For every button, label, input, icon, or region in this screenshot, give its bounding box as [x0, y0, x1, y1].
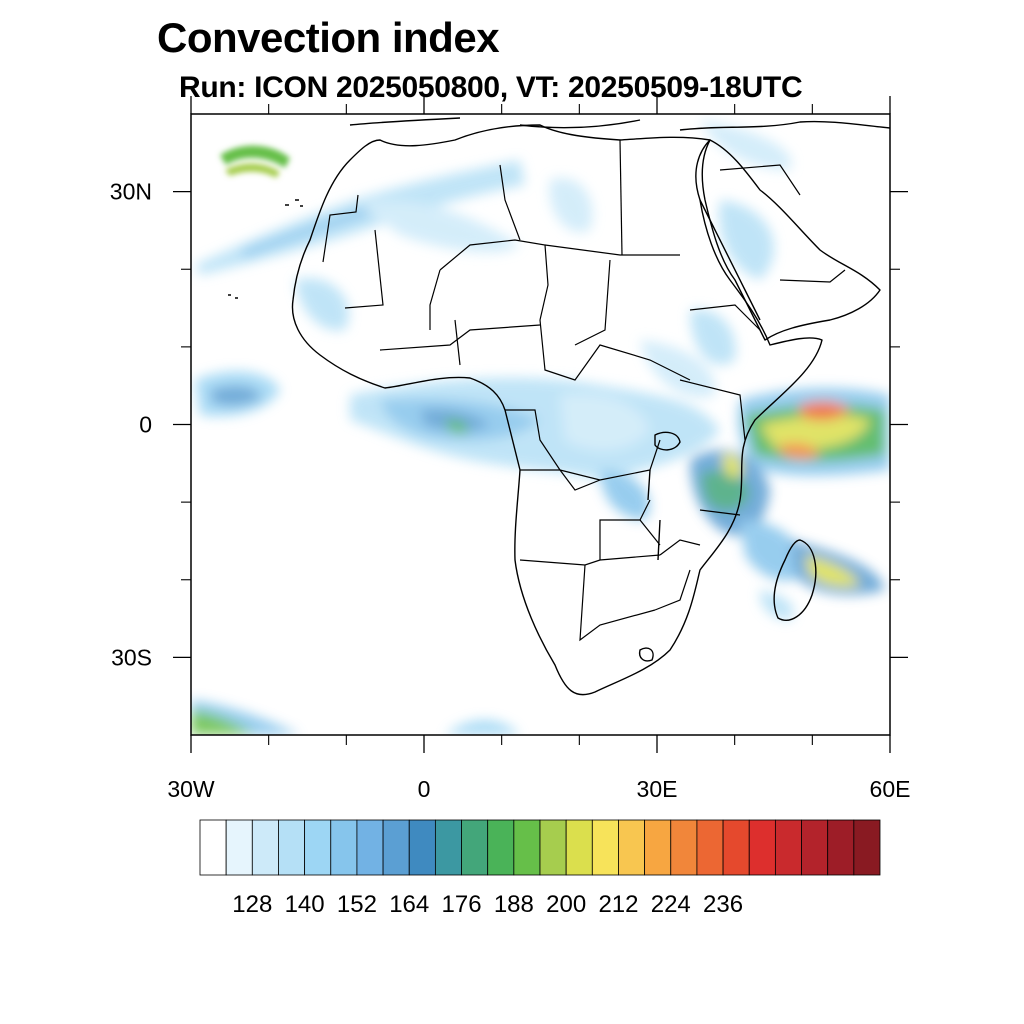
colorbar-swatch: [356, 819, 384, 876]
colorbar-label: 200: [546, 891, 586, 918]
colorbar-swatch: [618, 819, 646, 876]
colorbar-label: 224: [651, 891, 691, 918]
colorbar-swatch: [513, 819, 541, 876]
colorbar-label: 236: [703, 891, 743, 918]
colorbar-swatch: [304, 819, 332, 876]
colorbar-swatch: [591, 819, 619, 876]
colorbar-swatch: [670, 819, 698, 876]
colorbar-swatch: [330, 819, 358, 876]
colorbar-swatch: [565, 819, 593, 876]
colorbar-swatch: [278, 819, 306, 876]
colorbar-label: 128: [232, 891, 272, 918]
colorbar-swatch: [696, 819, 724, 876]
lat-tick-label: 0: [139, 412, 152, 438]
map-title: Convection index: [157, 14, 500, 61]
coastlines: [228, 117, 890, 696]
colorbar-label: 164: [389, 891, 429, 918]
colorbar-label: 176: [442, 891, 482, 918]
colorbar-swatch: [853, 819, 881, 876]
colorbar-swatch: [644, 819, 672, 876]
colorbar-label: 188: [494, 891, 534, 918]
colorbar-label: 152: [337, 891, 377, 918]
colorbar-swatch: [801, 819, 829, 876]
convection-field: [191, 120, 890, 735]
colorbar-swatch: [539, 819, 567, 876]
colorbar-swatch: [748, 819, 776, 876]
colorbar-label: 212: [598, 891, 638, 918]
country-borders: [322, 139, 846, 642]
colorbar-swatch: [408, 819, 436, 876]
colorbar-swatch: [487, 819, 515, 876]
colorbar: 128 140 152 164 176 188 200 212 224 236: [199, 819, 881, 918]
lon-tick-label: 60E: [870, 776, 911, 802]
map-subtitle: Run: ICON 2025050800, VT: 20250509-18UTC: [179, 71, 803, 104]
colorbar-swatch: [382, 819, 410, 876]
lon-tick-label: 30W: [167, 776, 215, 802]
colorbar-swatch: [774, 819, 802, 876]
lat-tick-label: 30N: [110, 179, 152, 205]
colorbar-swatch: [199, 819, 227, 876]
colorbar-swatch: [722, 819, 750, 876]
axis-ticks: 30W 0 30E 60E 30N 0 30S: [110, 96, 911, 802]
colorbar-label: 140: [285, 891, 325, 918]
colorbar-swatch: [827, 819, 855, 876]
colorbar-swatch: [461, 819, 489, 876]
colorbar-swatch: [251, 819, 279, 876]
colorbar-swatch: [434, 819, 462, 876]
lon-tick-label: 30E: [637, 776, 678, 802]
lon-tick-label: 0: [418, 776, 431, 802]
colorbar-swatch: [225, 819, 253, 876]
lat-tick-label: 30S: [111, 644, 152, 670]
